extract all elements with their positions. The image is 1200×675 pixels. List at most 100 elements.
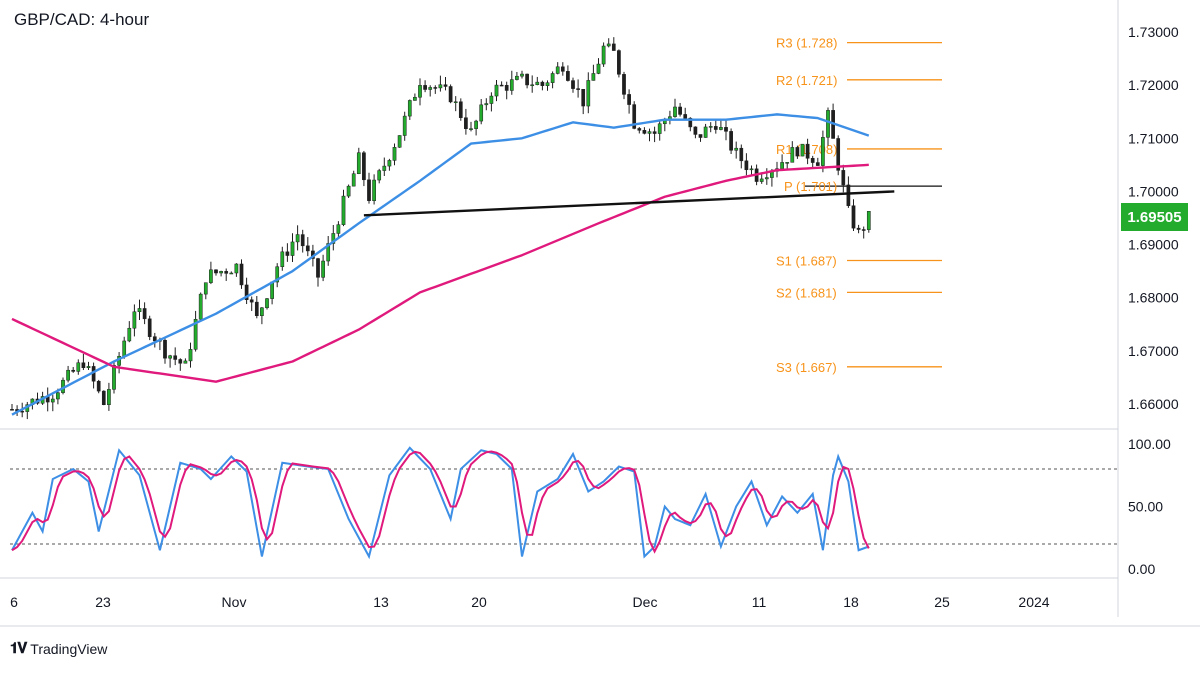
- time-tick-label: 23: [95, 594, 111, 610]
- candle-body: [785, 162, 790, 164]
- candle-body: [698, 134, 703, 138]
- candle-body: [295, 234, 300, 243]
- candle-body: [453, 101, 458, 103]
- candle-body: [285, 251, 290, 256]
- stoch-tick-label: 0.00: [1128, 561, 1155, 577]
- fast-moving-average-line: [11, 113, 870, 416]
- candle-body: [10, 409, 14, 411]
- stochastic-panel: [11, 446, 870, 560]
- candle-body: [239, 263, 244, 286]
- time-tick-label: 20: [471, 594, 487, 610]
- candle-body: [826, 110, 830, 138]
- candle-body: [479, 104, 484, 122]
- candle-body: [275, 266, 280, 283]
- candle-body: [122, 340, 127, 357]
- candle-body: [198, 293, 203, 320]
- candle-body: [627, 94, 631, 105]
- candle-body: [392, 147, 397, 161]
- candle-body: [423, 85, 427, 90]
- candle-body: [336, 224, 341, 234]
- time-tick-label: 25: [934, 594, 950, 610]
- candle-body: [433, 87, 438, 89]
- candle-body: [188, 349, 193, 362]
- candle-body: [270, 281, 274, 299]
- candle-body: [249, 299, 254, 303]
- candle-body: [316, 258, 320, 278]
- candle-body: [254, 301, 259, 316]
- candle-body: [693, 126, 698, 135]
- candle-body: [112, 365, 116, 390]
- candle-body: [545, 82, 550, 86]
- candle-body: [107, 389, 111, 405]
- candle-body: [71, 369, 76, 372]
- indicator-lines: [11, 113, 895, 416]
- pivot-level-label: R2 (1.721): [776, 73, 837, 88]
- candle-body: [402, 115, 407, 136]
- candle-body: [418, 85, 422, 98]
- brand-label: TradingView: [30, 640, 108, 657]
- candle-body: [484, 103, 489, 106]
- candle-body: [464, 117, 468, 129]
- candle-body: [846, 184, 851, 206]
- candle-body: [586, 80, 591, 107]
- candle-body: [127, 327, 132, 342]
- price-tick-label: 1.69000: [1128, 237, 1179, 253]
- pivot-level-label: S1 (1.687): [776, 254, 837, 269]
- candle-body: [81, 362, 86, 368]
- price-tick-label: 1.71000: [1128, 130, 1179, 146]
- candle-body: [652, 131, 657, 134]
- candle-body: [688, 117, 693, 128]
- pivot-level-label: S3 (1.667): [776, 360, 837, 375]
- candle-body: [780, 162, 784, 169]
- candle-body: [96, 380, 101, 392]
- candle-body: [657, 123, 662, 134]
- candle-body: [591, 73, 596, 81]
- candle-body: [280, 251, 285, 267]
- candle-body: [20, 410, 25, 413]
- candle-body: [356, 152, 361, 174]
- last-price-badge: 1.69505: [1121, 203, 1188, 231]
- candle-body: [362, 152, 366, 181]
- candle-body: [382, 165, 387, 171]
- candle-body: [214, 269, 218, 274]
- candle-body: [372, 179, 376, 201]
- candle-body: [744, 160, 749, 171]
- candle-body: [367, 179, 371, 201]
- candle-body: [795, 147, 800, 157]
- candle-body: [346, 185, 351, 197]
- candle-body: [168, 355, 172, 359]
- candle-body: [76, 362, 81, 372]
- candle-body: [540, 81, 545, 86]
- candle-body: [331, 233, 336, 244]
- candle-body: [841, 170, 846, 186]
- time-tick-label: 6: [10, 594, 18, 610]
- candle-body: [413, 96, 417, 101]
- candle-body: [596, 63, 601, 74]
- candle-body: [458, 101, 463, 118]
- candle-body: [86, 366, 91, 368]
- candle-body: [152, 336, 157, 342]
- price-tick-label: 1.68000: [1128, 290, 1179, 306]
- stoch-tick-label: 100.00: [1128, 436, 1171, 452]
- candle-body: [678, 106, 682, 115]
- candle-body: [244, 284, 249, 300]
- candle-body: [617, 50, 621, 75]
- candle-body: [836, 138, 841, 171]
- candle-body: [739, 147, 744, 162]
- candle-body: [341, 195, 346, 225]
- candle-body: [560, 66, 565, 72]
- candle-body: [622, 74, 626, 95]
- candle-body: [632, 104, 637, 129]
- candle-body: [224, 271, 229, 274]
- candle-body: [428, 87, 433, 90]
- candlesticks: [10, 37, 871, 420]
- candle-body: [800, 143, 805, 157]
- candle-body: [203, 282, 208, 295]
- candle-body: [606, 43, 611, 47]
- candle-body: [703, 126, 708, 138]
- price-tick-label: 1.72000: [1128, 77, 1179, 93]
- candle-body: [147, 318, 152, 337]
- candle-body: [764, 177, 769, 180]
- tradingview-brand: 𝟏𝐕 TradingView: [10, 640, 107, 657]
